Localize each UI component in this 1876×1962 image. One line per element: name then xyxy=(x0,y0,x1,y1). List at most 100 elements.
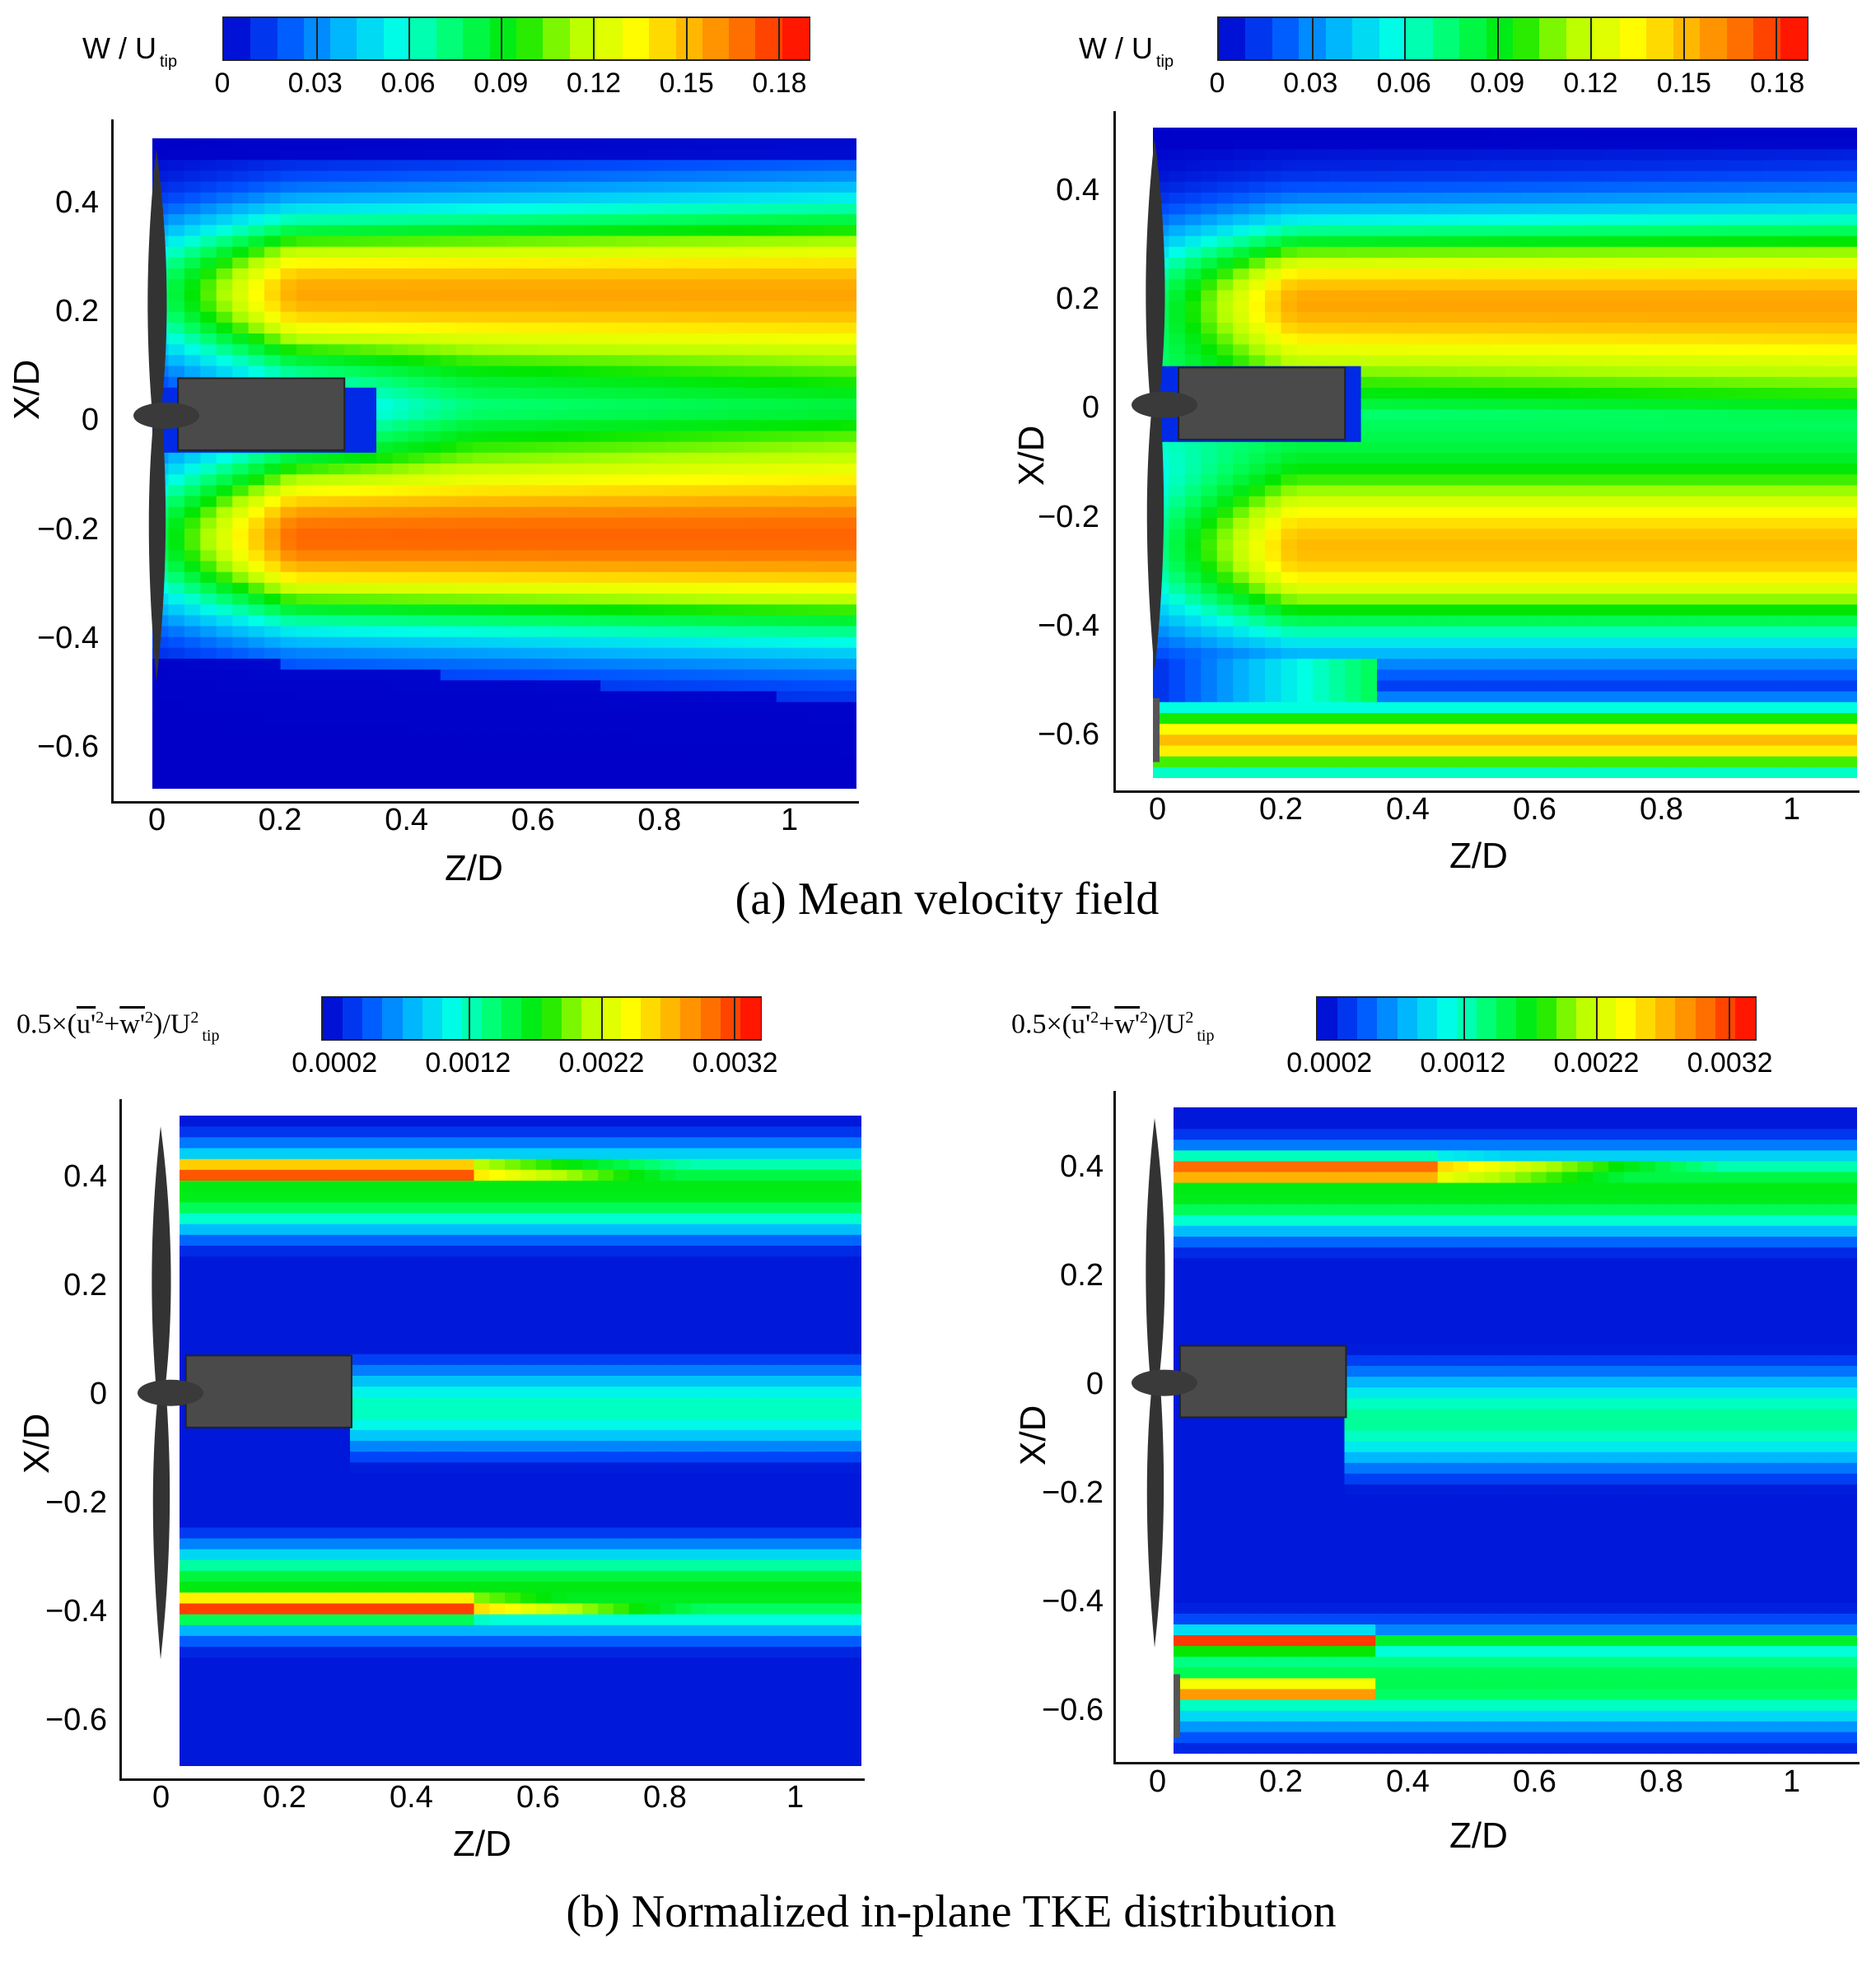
contour-cell xyxy=(1216,626,1234,638)
contour-cell xyxy=(232,149,250,161)
contour-cell xyxy=(280,160,297,172)
contour-cell xyxy=(568,615,586,627)
contour-cell xyxy=(696,529,713,540)
contour-cell xyxy=(472,539,489,552)
contour-cell xyxy=(360,279,377,291)
contour-cell xyxy=(808,431,825,443)
contour-cell xyxy=(1184,311,1202,324)
contour-cell xyxy=(1216,181,1234,193)
contour-cell xyxy=(808,767,825,779)
contour-cell xyxy=(424,669,441,682)
contour-cell xyxy=(744,636,762,649)
contour-cell xyxy=(776,420,793,432)
contour-cell xyxy=(312,257,329,269)
contour-cell xyxy=(648,506,665,519)
contour-cell xyxy=(728,712,745,725)
colorbar-band xyxy=(1245,18,1274,59)
contour-cell xyxy=(184,680,202,692)
contour-cell xyxy=(632,724,650,735)
contour-cell xyxy=(760,496,777,508)
contour-cell xyxy=(648,322,665,334)
contour-cell xyxy=(552,192,569,204)
contour-cell xyxy=(808,561,825,573)
contour-cell xyxy=(616,235,633,248)
colorbar-band xyxy=(436,18,464,59)
contour-cell xyxy=(1216,701,1234,714)
contour-cell xyxy=(1169,734,1186,747)
contour-cell xyxy=(328,615,345,627)
contour-cell xyxy=(392,452,409,464)
contour-cell xyxy=(616,246,633,259)
contour-cell xyxy=(472,582,489,594)
contour-cell xyxy=(392,170,409,183)
contour-cell xyxy=(216,214,233,226)
contour-cell xyxy=(1153,669,1170,682)
contour-cell xyxy=(824,268,842,280)
contour-cell xyxy=(360,344,377,357)
contour-cell xyxy=(440,409,457,422)
contour-cell xyxy=(1296,181,1314,193)
contour-cell xyxy=(1216,170,1234,183)
contour-cell xyxy=(1233,615,1250,627)
contour-cell xyxy=(824,149,842,161)
contour-cell xyxy=(360,615,377,627)
contour-cell xyxy=(168,301,185,313)
contour-cell xyxy=(264,311,282,324)
contour-cell xyxy=(744,366,762,378)
contour-cell xyxy=(760,777,777,789)
contour-cell xyxy=(216,506,233,519)
contour-cell xyxy=(600,366,618,378)
contour-cell xyxy=(1281,225,1298,237)
contour-cell xyxy=(680,474,698,487)
contour-cell xyxy=(584,496,601,508)
contour-cell xyxy=(1233,344,1250,357)
contour-cell xyxy=(376,214,394,226)
contour-cell xyxy=(376,529,394,540)
contour-cell xyxy=(280,464,297,475)
contour-cell xyxy=(840,203,856,215)
contour-cell xyxy=(792,441,810,454)
contour-cell xyxy=(536,571,553,584)
contour-cell xyxy=(712,550,730,562)
contour-cell xyxy=(568,441,586,454)
contour-cell xyxy=(184,225,202,237)
contour-cell xyxy=(1281,214,1298,226)
contour-cell xyxy=(1233,170,1250,183)
contour-cell xyxy=(504,409,521,422)
contour-cell xyxy=(1265,485,1282,497)
contour-cell xyxy=(1296,225,1314,237)
contour-cell xyxy=(664,474,681,487)
contour-cell xyxy=(1233,160,1250,172)
contour-cell xyxy=(1201,290,1218,302)
contour-cell xyxy=(328,506,345,519)
contour-cell xyxy=(344,181,362,193)
contour-cell xyxy=(1265,626,1282,638)
contour-cell xyxy=(264,344,282,357)
contour-cell xyxy=(760,767,777,779)
contour-cell xyxy=(792,203,810,215)
contour-cell xyxy=(616,496,633,508)
contour-cell xyxy=(824,160,842,172)
contour-cell xyxy=(504,398,521,410)
contour-cell xyxy=(632,756,650,768)
contour-cell xyxy=(1265,323,1282,334)
contour-cell xyxy=(1169,745,1186,757)
contour-cell xyxy=(840,496,856,508)
contour-cell xyxy=(1201,225,1218,237)
contour-cell xyxy=(344,561,362,573)
contour-cell xyxy=(584,594,601,605)
contour-cell xyxy=(408,712,426,725)
contour-cell xyxy=(744,376,762,389)
contour-cell xyxy=(392,745,409,757)
contour-cell xyxy=(696,496,713,508)
contour-cell xyxy=(664,506,681,519)
contour-cell xyxy=(200,344,217,357)
contour-cell xyxy=(1184,496,1202,508)
contour-cell xyxy=(504,279,521,291)
contour-cell xyxy=(488,203,506,215)
contour-cell xyxy=(1216,160,1234,172)
contour-cell xyxy=(536,561,553,573)
colorbar-band xyxy=(649,18,678,59)
colorbar-band xyxy=(250,18,278,59)
